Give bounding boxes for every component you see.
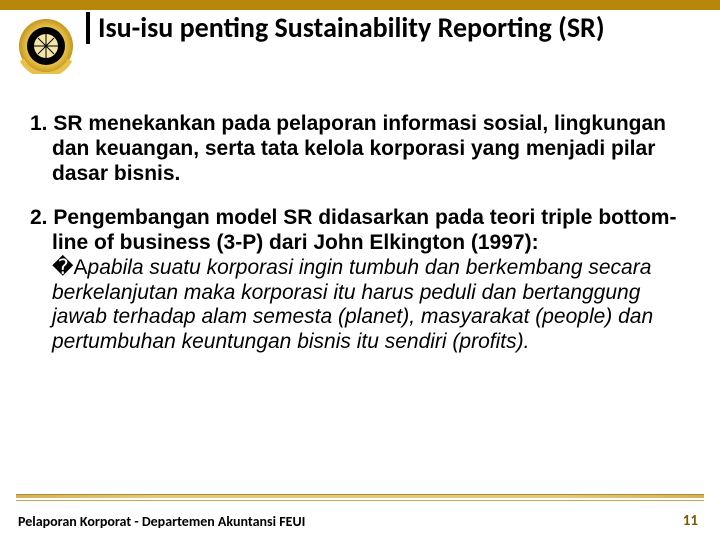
content-area: 1. SR menekankan pada pelaporan informas… [30, 112, 690, 355]
footer-rule [16, 494, 704, 498]
top-accent-bar [0, 0, 720, 10]
footer-text: Pelaporan Korporat - Departemen Akuntans… [18, 513, 305, 530]
quote-body: pabila suatu korporasi ingin tumbuh dan … [52, 256, 653, 353]
university-logo [18, 18, 74, 74]
quote-bullet: �A [52, 256, 88, 279]
footer: Pelaporan Korporat - Departemen Akuntans… [0, 494, 720, 540]
title-container: Isu-isu penting Sustainability Reporting… [86, 12, 700, 44]
list-item-2-quote: �Apabila suatu korporasi ingin tumbuh da… [30, 256, 690, 355]
list-item-1: 1. SR menekankan pada pelaporan informas… [30, 112, 690, 186]
slide-title: Isu-isu penting Sustainability Reporting… [98, 12, 700, 44]
list-item-2: 2. Pengembangan model SR didasarkan pada… [30, 206, 690, 256]
footer-rule-thin [16, 500, 704, 501]
page-number: 11 [683, 512, 698, 530]
